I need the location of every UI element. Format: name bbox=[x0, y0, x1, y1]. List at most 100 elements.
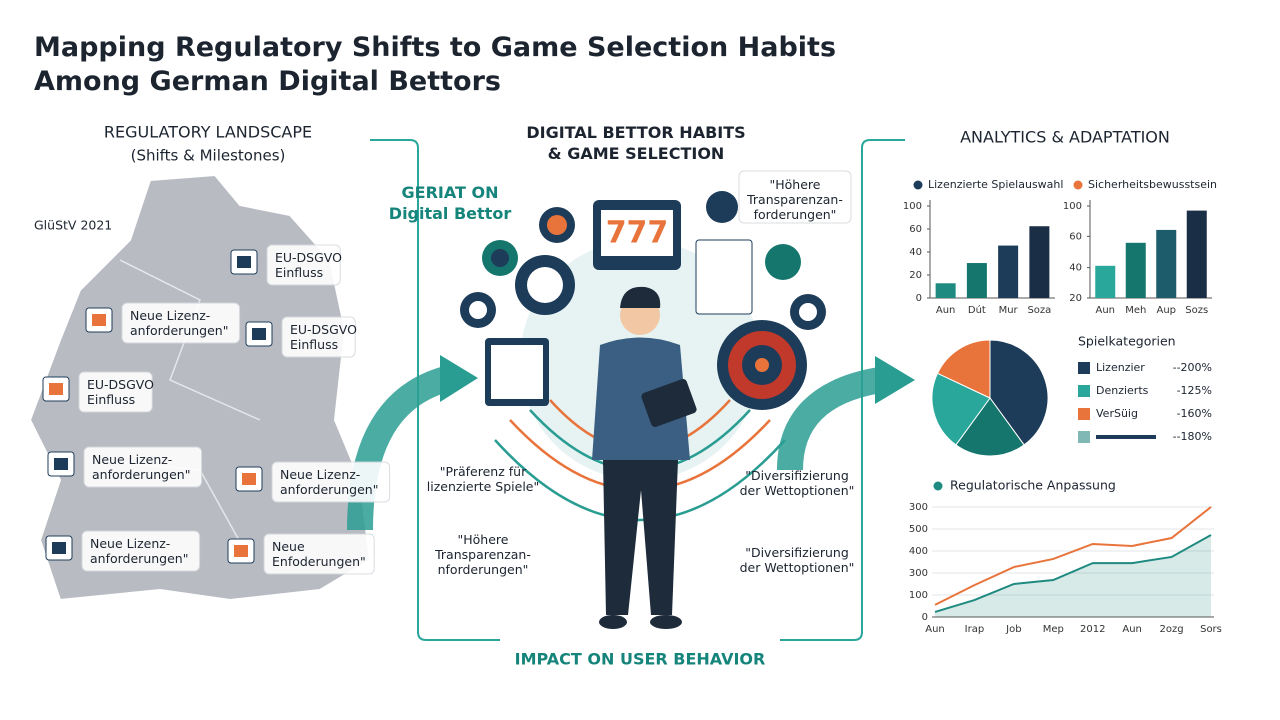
roulette bbox=[717, 320, 807, 410]
y-tick-label: 500 bbox=[909, 524, 928, 535]
callout: "Präferenz für lizenzierte Spiele" bbox=[427, 464, 540, 494]
milestone-label-line: Einfluss bbox=[275, 265, 323, 280]
y-tick-label: 60 bbox=[1069, 231, 1082, 242]
label-box bbox=[281, 316, 356, 358]
y-tick-label: 100 bbox=[1063, 201, 1082, 212]
x-tick-label: Soza bbox=[1027, 305, 1051, 316]
flow-arrow bbox=[347, 365, 454, 531]
x-tick-label: 2ozg bbox=[1160, 624, 1184, 635]
milestone-label: Neue Lizenz-anforderungen" bbox=[130, 308, 228, 338]
milestone-label-line: EU-DSGVO bbox=[290, 322, 357, 337]
callout-line: "Diversifizierung bbox=[745, 468, 849, 483]
callout: "Diversifizierung der Wettoptionen" bbox=[740, 468, 855, 498]
badge: GERIAT ON Digital Bettor bbox=[389, 183, 512, 223]
bar bbox=[1095, 265, 1116, 298]
legend-label: Regulatorische Anpassung bbox=[950, 478, 1116, 493]
milestone-label: Neue Lizenz-anforderungen" bbox=[280, 467, 378, 497]
label-box bbox=[81, 530, 201, 572]
bar bbox=[1029, 226, 1050, 298]
legend-swatch bbox=[1078, 431, 1090, 443]
milestone-label-line: anforderungen" bbox=[90, 551, 188, 566]
y-tick-label: 60 bbox=[909, 224, 922, 235]
x-tick-label: Aun bbox=[936, 305, 956, 316]
milestone-label-line: anforderungen" bbox=[92, 467, 190, 482]
pie-slice bbox=[936, 339, 991, 399]
label-box bbox=[738, 170, 852, 224]
callout-line: "Höhere bbox=[770, 177, 821, 192]
milestone-label: EU-DSGVO Einfluss bbox=[290, 322, 357, 352]
legend-swatch bbox=[1078, 408, 1090, 420]
label-icon-detail bbox=[252, 328, 266, 340]
pie-slice bbox=[955, 397, 1025, 457]
callout-line: "Höhere bbox=[458, 532, 509, 547]
milestone-label: Neue Lizenz-anforderungen" bbox=[92, 452, 190, 482]
section-title: REGULATORY LANDSCAPE bbox=[104, 123, 312, 142]
label-box bbox=[266, 244, 341, 286]
y-tick-label: 400 bbox=[909, 546, 928, 557]
label-icon-detail bbox=[49, 383, 63, 395]
y-tick-label: 100 bbox=[909, 590, 928, 601]
x-tick-label: Meh bbox=[1125, 305, 1146, 316]
milestone-label: Neue Enfoderungen" bbox=[272, 539, 366, 569]
section-footer: IMPACT ON USER BEHAVIOR bbox=[515, 650, 766, 669]
bar bbox=[1156, 229, 1177, 298]
person bbox=[592, 286, 697, 629]
flow-arrow-head bbox=[875, 356, 915, 404]
legend-label: Denzierts bbox=[1096, 384, 1149, 397]
label-icon-detail bbox=[92, 314, 106, 326]
legend-bar bbox=[1096, 435, 1156, 439]
x-tick-label: Irap bbox=[965, 624, 985, 635]
legend-label: VerSüig bbox=[1096, 407, 1138, 420]
page-title-line: Among German Digital Bettors bbox=[34, 66, 501, 97]
milestone-label-line: anforderungen" bbox=[130, 323, 228, 338]
milestone-label-line: Neue bbox=[272, 539, 305, 554]
legend-note: --180% bbox=[1173, 430, 1212, 443]
page-title: Mapping Regulatory Shifts to Game Select… bbox=[34, 32, 836, 97]
legend-swatch bbox=[1078, 385, 1090, 397]
bar bbox=[935, 283, 956, 298]
milestone-label-line: Einfluss bbox=[290, 337, 338, 352]
milestone-label-line: EU-DSGVO bbox=[87, 377, 154, 392]
section-subtitle: (Shifts & Milestones) bbox=[131, 147, 286, 165]
callout: "Diversifizierung der Wettoptionen" bbox=[740, 545, 855, 575]
x-tick-label: Sozs bbox=[1185, 305, 1208, 316]
x-tick-label: Aun bbox=[1095, 305, 1115, 316]
callout-line: der Wettoptionen" bbox=[740, 483, 855, 498]
bar bbox=[966, 263, 987, 298]
slot-machine: 777 bbox=[593, 200, 681, 270]
legend-swatch bbox=[913, 180, 923, 190]
milestone: GlüStV 2021 bbox=[34, 218, 112, 233]
y-tick-label: 40 bbox=[1069, 263, 1082, 274]
section-title: ANALYTICS & ADAPTATION bbox=[960, 128, 1170, 147]
x-tick-label: Mur bbox=[999, 305, 1019, 316]
label-box bbox=[271, 461, 391, 503]
checklists bbox=[485, 239, 753, 406]
pie-slice bbox=[989, 339, 1049, 446]
flow-arrow-head bbox=[440, 355, 478, 402]
pie-title: Spielkategorien bbox=[1078, 334, 1176, 349]
page-title-line: Mapping Regulatory Shifts to Game Select… bbox=[34, 32, 836, 63]
legend-swatch bbox=[1078, 362, 1090, 374]
callout-line: lizenzierte Spiele" bbox=[427, 479, 540, 494]
section-title-line: DIGITAL BETTOR HABITS bbox=[526, 123, 745, 142]
line bbox=[934, 534, 1212, 613]
section-title-line: & GAME SELECTION bbox=[548, 144, 725, 163]
legend-label: Lizenzier bbox=[1096, 361, 1145, 374]
chips bbox=[460, 191, 826, 330]
x-tick-label: Aun bbox=[1122, 624, 1142, 635]
milestone-label: EU-DSGVO Einfluss bbox=[87, 377, 154, 407]
badge-line: Digital Bettor bbox=[389, 204, 512, 223]
y-tick-label: 100 bbox=[903, 201, 922, 212]
y-tick-label: 20 bbox=[1069, 293, 1082, 304]
label-icon-detail bbox=[242, 473, 256, 485]
flow-arrow bbox=[777, 367, 883, 471]
x-tick-label: Sors bbox=[1200, 624, 1222, 635]
milestone-label: Neue Lizenz-anforderungen" bbox=[90, 536, 188, 566]
legend-note: --200% bbox=[1173, 361, 1212, 374]
callout-line: "Präferenz für bbox=[440, 464, 527, 479]
bar bbox=[1186, 210, 1207, 298]
legend-swatch bbox=[1073, 180, 1083, 190]
bar bbox=[998, 245, 1019, 298]
legend-label: Sicherheitsbewusstsein bbox=[1088, 178, 1217, 191]
